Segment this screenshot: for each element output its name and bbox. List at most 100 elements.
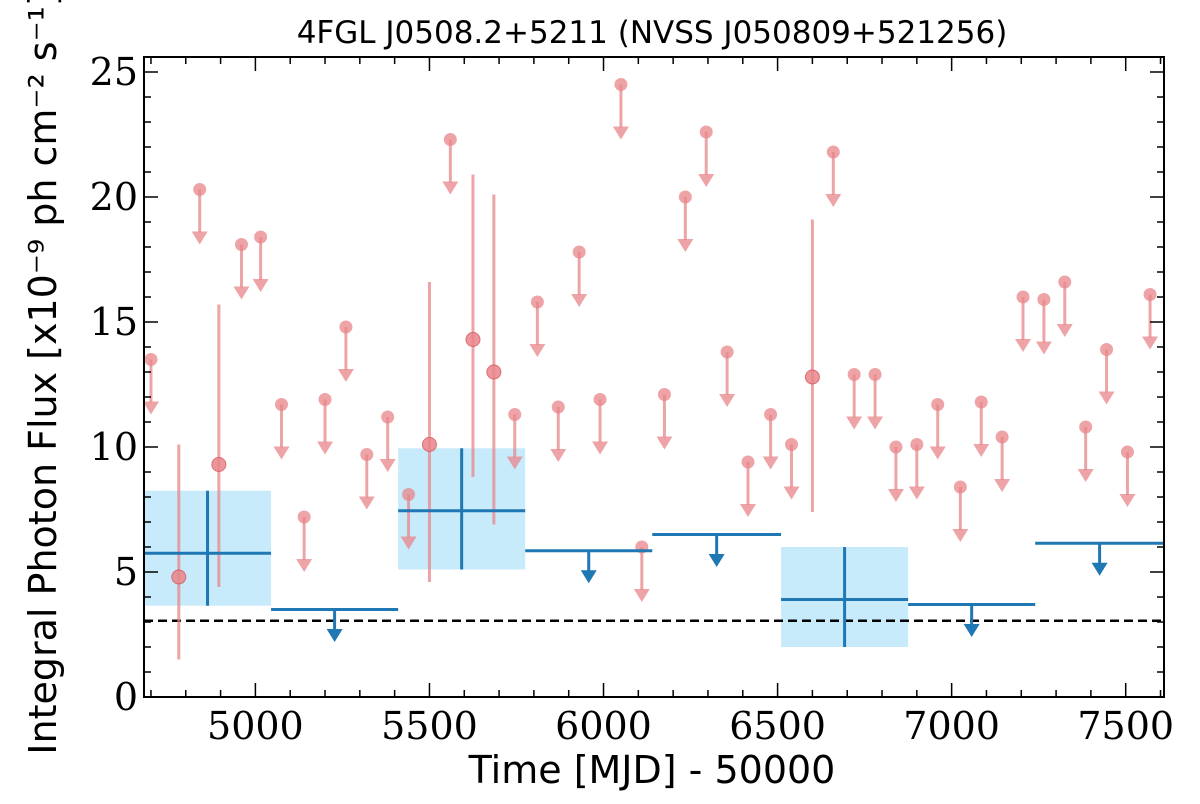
upper-limit-arrow-head xyxy=(1035,341,1052,355)
plot-frame xyxy=(143,56,1165,698)
upper-limit-arrow-head xyxy=(337,369,354,382)
y-axis-label: Integral Photon Flux [x10⁻⁹ ph cm⁻² s⁻¹] xyxy=(21,0,65,755)
long-bin-arrow-head xyxy=(1091,562,1108,576)
upper-limit-arrow-head xyxy=(1056,324,1073,337)
upper-limit-arrow-head xyxy=(867,416,884,430)
detection-point xyxy=(804,369,820,385)
upper-limit-point xyxy=(254,230,268,244)
upper-limit-point xyxy=(402,488,416,501)
x-tick-label: 5000 xyxy=(207,704,304,748)
upper-limit-arrow-head xyxy=(887,489,904,502)
upper-limit-arrow-head xyxy=(358,496,375,510)
upper-limit-point xyxy=(995,430,1009,444)
long-bin-arrow-head xyxy=(708,554,725,567)
upper-limit-point xyxy=(614,78,628,91)
x-tick-label: 7000 xyxy=(903,704,1000,748)
upper-limit-point xyxy=(1120,445,1134,459)
upper-limit-arrow-head xyxy=(1142,336,1159,350)
y-tick-label: 25 xyxy=(90,50,138,94)
upper-limit-point xyxy=(144,353,158,366)
upper-limit-point xyxy=(381,410,395,424)
x-tick-label: 5500 xyxy=(381,704,478,748)
upper-limit-arrow-head xyxy=(506,456,523,470)
upper-limit-arrow-head xyxy=(952,529,969,542)
upper-limit-point xyxy=(593,393,607,406)
upper-limit-arrow-head xyxy=(908,486,925,500)
detection-point xyxy=(211,457,227,472)
upper-limit-point xyxy=(657,388,671,401)
upper-limit-point xyxy=(234,238,248,251)
upper-limit-point xyxy=(572,245,586,259)
upper-limit-point xyxy=(931,398,945,411)
long-bin-arrow-head xyxy=(580,570,597,584)
upper-limit-arrow-head xyxy=(550,449,567,462)
upper-limit-arrow-head xyxy=(142,401,159,415)
upper-limit-point xyxy=(1079,420,1093,434)
upper-limit-point xyxy=(551,400,565,414)
upper-limit-point xyxy=(847,368,861,381)
upper-limit-arrow-head xyxy=(233,286,250,300)
long-bin-series xyxy=(144,448,1164,647)
upper-limit-arrow-head xyxy=(973,444,990,457)
upper-limit-point xyxy=(318,393,332,406)
upper-limit-arrow-head xyxy=(379,459,396,472)
detection-point xyxy=(486,364,502,380)
y-tick-label: 5 xyxy=(114,550,138,594)
upper-limit-arrow-head xyxy=(633,589,650,602)
upper-limit-arrow-head xyxy=(677,239,694,252)
upper-limit-arrow-head xyxy=(739,504,756,517)
upper-limit-point xyxy=(360,448,374,461)
chart-title: 4FGL J0508.2+5211 (NVSS J050809+521256) xyxy=(297,15,1008,51)
upper-limit-point xyxy=(953,480,967,494)
long-bin-arrow-head xyxy=(326,629,343,642)
upper-limit-point xyxy=(868,368,882,381)
upper-limit-arrow-head xyxy=(252,279,269,292)
y-tick-label: 0 xyxy=(114,675,138,719)
x-tick-label: 7500 xyxy=(1077,704,1174,748)
short-bin-series xyxy=(142,78,1159,660)
upper-limit-arrow-head xyxy=(719,394,736,407)
x-axis-label: Time [MJD] - 50000 xyxy=(468,748,836,792)
detection-point xyxy=(421,437,437,452)
upper-limit-arrow-head xyxy=(846,416,863,430)
y-tick-label: 10 xyxy=(90,425,138,469)
upper-limit-point xyxy=(826,145,840,159)
upper-limit-point xyxy=(785,438,799,451)
upper-limit-arrow-head xyxy=(994,479,1011,492)
upper-limit-point xyxy=(1037,293,1051,306)
upper-limit-arrow-head xyxy=(612,126,629,140)
upper-limit-arrow-head xyxy=(825,194,842,207)
upper-limit-point xyxy=(443,133,457,146)
upper-limit-arrow-head xyxy=(1098,391,1115,405)
upper-limit-point xyxy=(530,295,544,309)
upper-limit-point xyxy=(741,455,755,469)
upper-limit-point xyxy=(889,440,903,454)
upper-limit-point xyxy=(764,408,778,421)
upper-limit-arrow-head xyxy=(296,559,313,572)
upper-limit-arrow-head xyxy=(783,486,800,500)
upper-limit-point xyxy=(339,320,353,334)
upper-limit-arrow-head xyxy=(698,174,715,187)
upper-limit-arrow-head xyxy=(529,344,546,357)
y-tick-label: 20 xyxy=(90,175,138,219)
upper-limit-point xyxy=(275,398,289,411)
upper-limit-arrow-head xyxy=(273,446,290,460)
upper-limit-point xyxy=(193,183,207,196)
upper-limit-point xyxy=(678,190,692,204)
upper-limit-arrow-head xyxy=(592,441,609,455)
upper-limit-arrow-head xyxy=(762,456,779,470)
upper-limit-arrow-head xyxy=(1119,494,1136,507)
detection-point xyxy=(465,332,481,347)
long-bin-arrow-head xyxy=(963,624,980,637)
upper-limit-arrow-head xyxy=(1015,339,1032,352)
upper-limit-arrow-head xyxy=(656,436,673,450)
long-bin-bands xyxy=(144,448,909,647)
upper-limit-arrow-head xyxy=(317,441,334,455)
upper-limit-point xyxy=(1100,343,1114,356)
upper-limit-point xyxy=(910,438,924,451)
detection-point xyxy=(171,569,187,585)
upper-limit-point xyxy=(1143,288,1157,301)
upper-limit-arrow-head xyxy=(1077,469,1094,482)
